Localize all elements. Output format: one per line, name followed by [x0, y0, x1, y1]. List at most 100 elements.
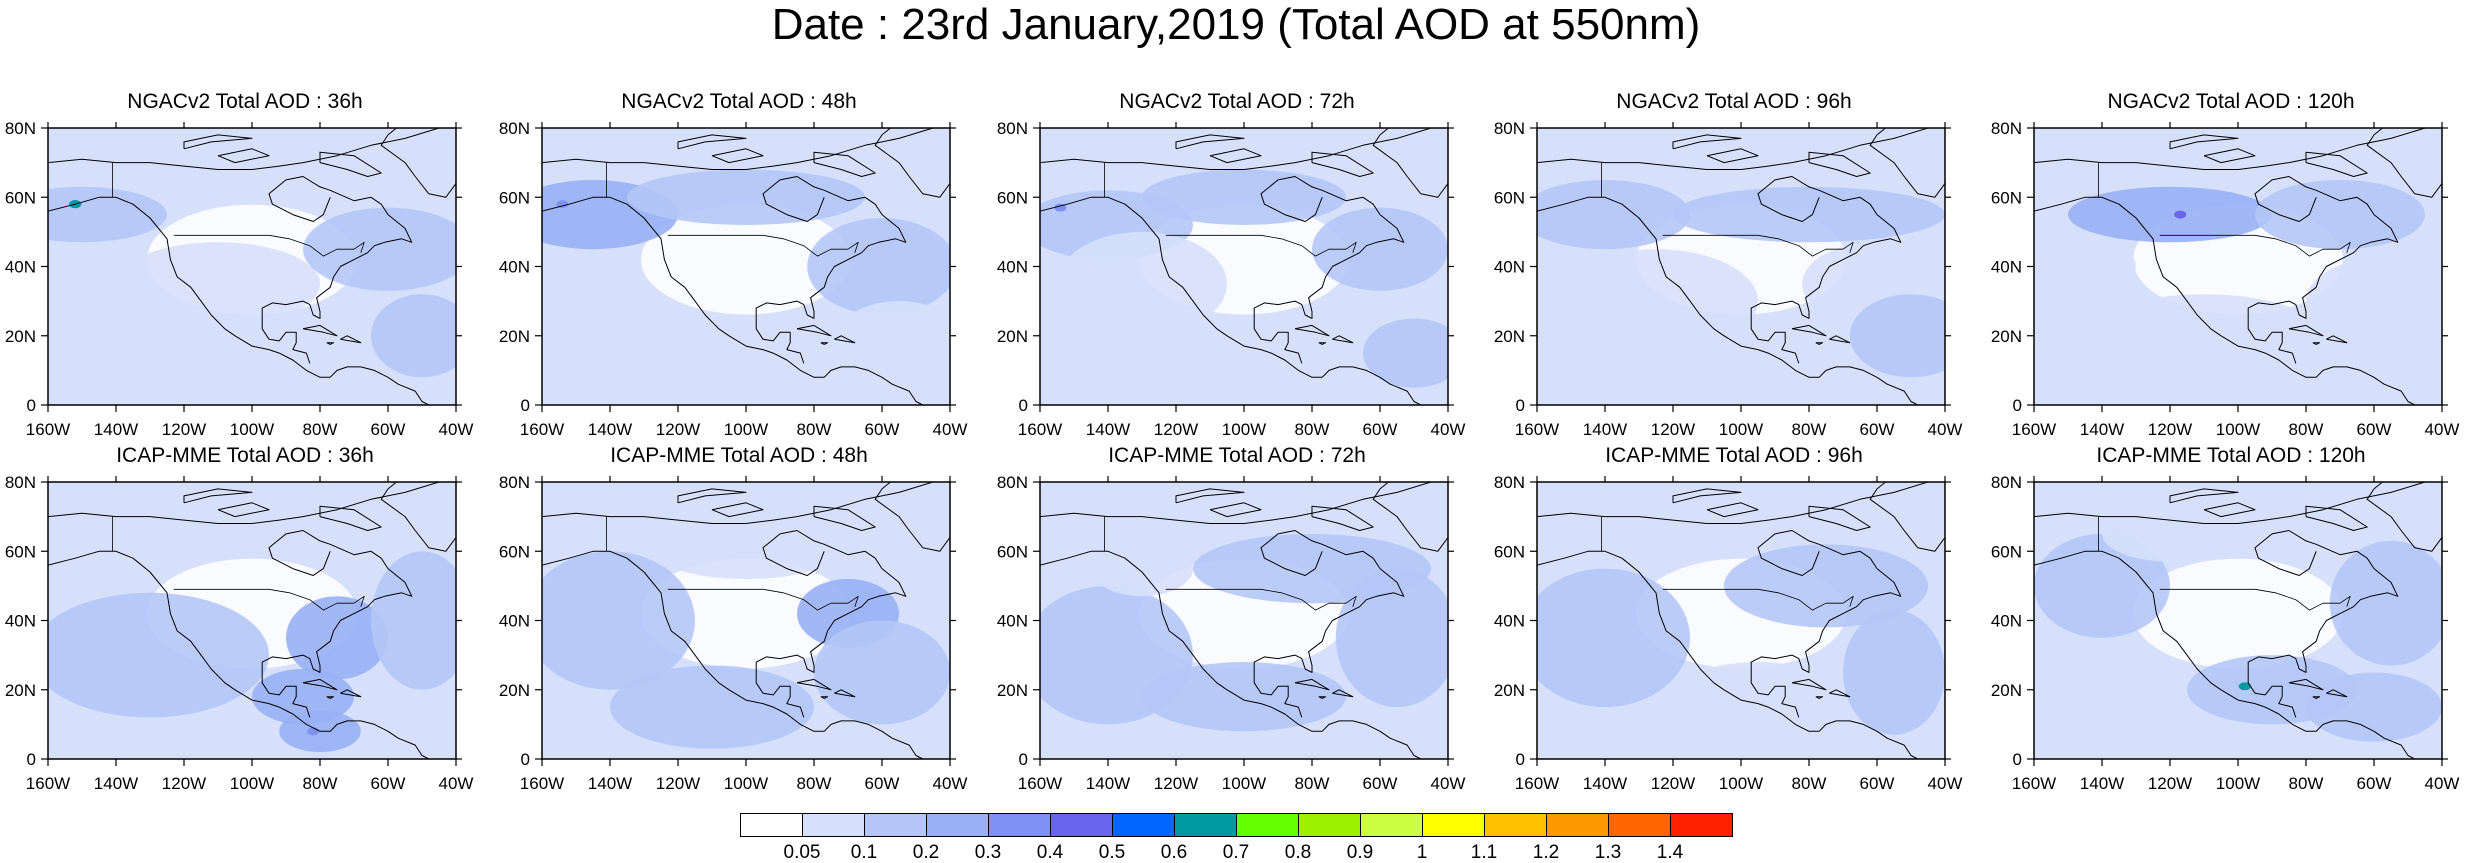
x-tick-label: 80W: [303, 420, 338, 439]
x-tick-label: 100W: [724, 420, 768, 439]
coastline: [48, 196, 430, 405]
island-outline: [2312, 342, 2321, 345]
x-tick-label: 40W: [933, 774, 968, 793]
aod-map: 160W 140W 120W 100W 80W 60W 40W 0 20N 40N 60N 80N: [5, 473, 474, 793]
coastline: [2366, 128, 2442, 198]
island-outline: [2305, 505, 2368, 531]
y-tick-label: 20N: [1494, 327, 1525, 346]
island-outline: [677, 134, 747, 150]
y-tick-label: 0: [2013, 396, 2022, 415]
coastline: [1750, 315, 1800, 364]
map-panel-icap-mme-72h: ICAP-MME Total AOD : 72h 160W 140W 120W 100W…: [992, 444, 1482, 814]
panel-title: ICAP-MME Total AOD : 96h: [1605, 444, 1863, 467]
x-tick-label: 80W: [303, 774, 338, 793]
coastline: [1253, 315, 1303, 364]
colorbar-label: 0.5: [1098, 842, 1126, 863]
x-tick-label: 80W: [1295, 420, 1330, 439]
aod-field-blob: [837, 301, 950, 371]
y-tick-label: 40N: [1494, 612, 1525, 631]
y-tick-label: 40N: [997, 258, 1028, 277]
x-tick-label: 100W: [1222, 774, 1266, 793]
y-tick-label: 20N: [997, 681, 1028, 700]
aod-field-low-region: [2133, 558, 2343, 669]
coastline: [2247, 530, 2399, 673]
y-tick-label: 0: [27, 750, 36, 769]
island-outline: [1175, 134, 1245, 150]
aod-field-blob: [2329, 540, 2442, 666]
aod-field-blob: [1312, 207, 1448, 291]
island-outline: [1829, 335, 1851, 344]
x-tick-label: 100W: [1719, 774, 1763, 793]
coastline: [380, 482, 456, 552]
political-border: [1662, 588, 1854, 611]
y-tick-label: 60N: [5, 542, 36, 561]
coastline: [755, 176, 907, 319]
colorbar-swatch: [1298, 813, 1361, 837]
island-outline: [834, 689, 856, 698]
political-border: [173, 588, 365, 611]
political-border: [667, 234, 859, 257]
coastline: [261, 315, 311, 364]
y-tick-label: 40N: [499, 612, 530, 631]
x-tick-label: 60W: [1363, 774, 1398, 793]
colorbar-swatch: [926, 813, 989, 837]
colorbar-swatch: [740, 813, 803, 837]
y-tick-label: 40N: [1494, 258, 1525, 277]
coastline: [1040, 128, 1433, 170]
island-outline: [326, 696, 335, 699]
x-tick-label: 160W: [1018, 420, 1062, 439]
coastline: [2034, 550, 2416, 759]
y-tick-label: 20N: [1991, 681, 2022, 700]
figure-title: Date : 23rd January,2019 (Total AOD at 5…: [771, 0, 1701, 49]
aod-field-low-region: [641, 204, 851, 315]
aod-field-blob: [644, 509, 848, 579]
coastline: [2366, 482, 2442, 552]
aod-field-blob: [1057, 231, 1227, 336]
map-panel-ngacv2-72h: NGACv2 Total AOD : 72h 160W 140W 120W 100W 80…: [992, 90, 1482, 460]
coastline: [874, 482, 950, 552]
island-outline: [1672, 488, 1742, 504]
colorbar-label: 0.1: [850, 842, 878, 863]
x-tick-label: 140W: [588, 774, 632, 793]
x-tick-label: 40W: [1928, 420, 1963, 439]
aod-field-blob: [371, 294, 456, 378]
x-tick-label: 120W: [2148, 774, 2192, 793]
y-tick-label: 20N: [499, 327, 530, 346]
y-tick-label: 0: [1516, 750, 1525, 769]
coastline: [2247, 315, 2297, 364]
y-tick-label: 20N: [997, 327, 1028, 346]
y-tick-label: 60N: [997, 188, 1028, 207]
island-outline: [1294, 678, 1330, 691]
island-outline: [1209, 502, 1262, 518]
y-tick-label: 60N: [1494, 542, 1525, 561]
x-tick-label: 140W: [588, 420, 632, 439]
x-tick-label: 60W: [1860, 774, 1895, 793]
island-outline: [2312, 696, 2321, 699]
coastline: [1869, 482, 1945, 552]
y-tick-label: 80N: [5, 119, 36, 138]
y-tick-label: 80N: [5, 473, 36, 492]
island-outline: [319, 505, 382, 531]
island-outline: [302, 324, 338, 337]
x-tick-label: 40W: [439, 420, 474, 439]
y-tick-label: 80N: [997, 119, 1028, 138]
island-outline: [1829, 689, 1851, 698]
colorbar-swatch: [864, 813, 927, 837]
aod-field-blob: [1537, 568, 1690, 708]
panel-title: NGACv2 Total AOD : 96h: [1616, 90, 1852, 113]
x-tick-label: 120W: [656, 774, 700, 793]
colorbar-label: 0.7: [1222, 842, 1250, 863]
coastline: [1253, 530, 1405, 673]
island-outline: [1332, 335, 1354, 344]
y-tick-label: 80N: [499, 473, 530, 492]
colorbar-label: 0.9: [1346, 842, 1374, 863]
x-tick-label: 120W: [1651, 774, 1695, 793]
island-outline: [2326, 335, 2348, 344]
island-outline: [1318, 342, 1327, 345]
island-outline: [217, 148, 270, 164]
colorbar-label: 0.8: [1284, 842, 1312, 863]
aod-field-blob: [2034, 231, 2136, 302]
x-tick-label: 60W: [865, 420, 900, 439]
aod-field-blob: [286, 596, 388, 680]
y-tick-label: 40N: [499, 258, 530, 277]
